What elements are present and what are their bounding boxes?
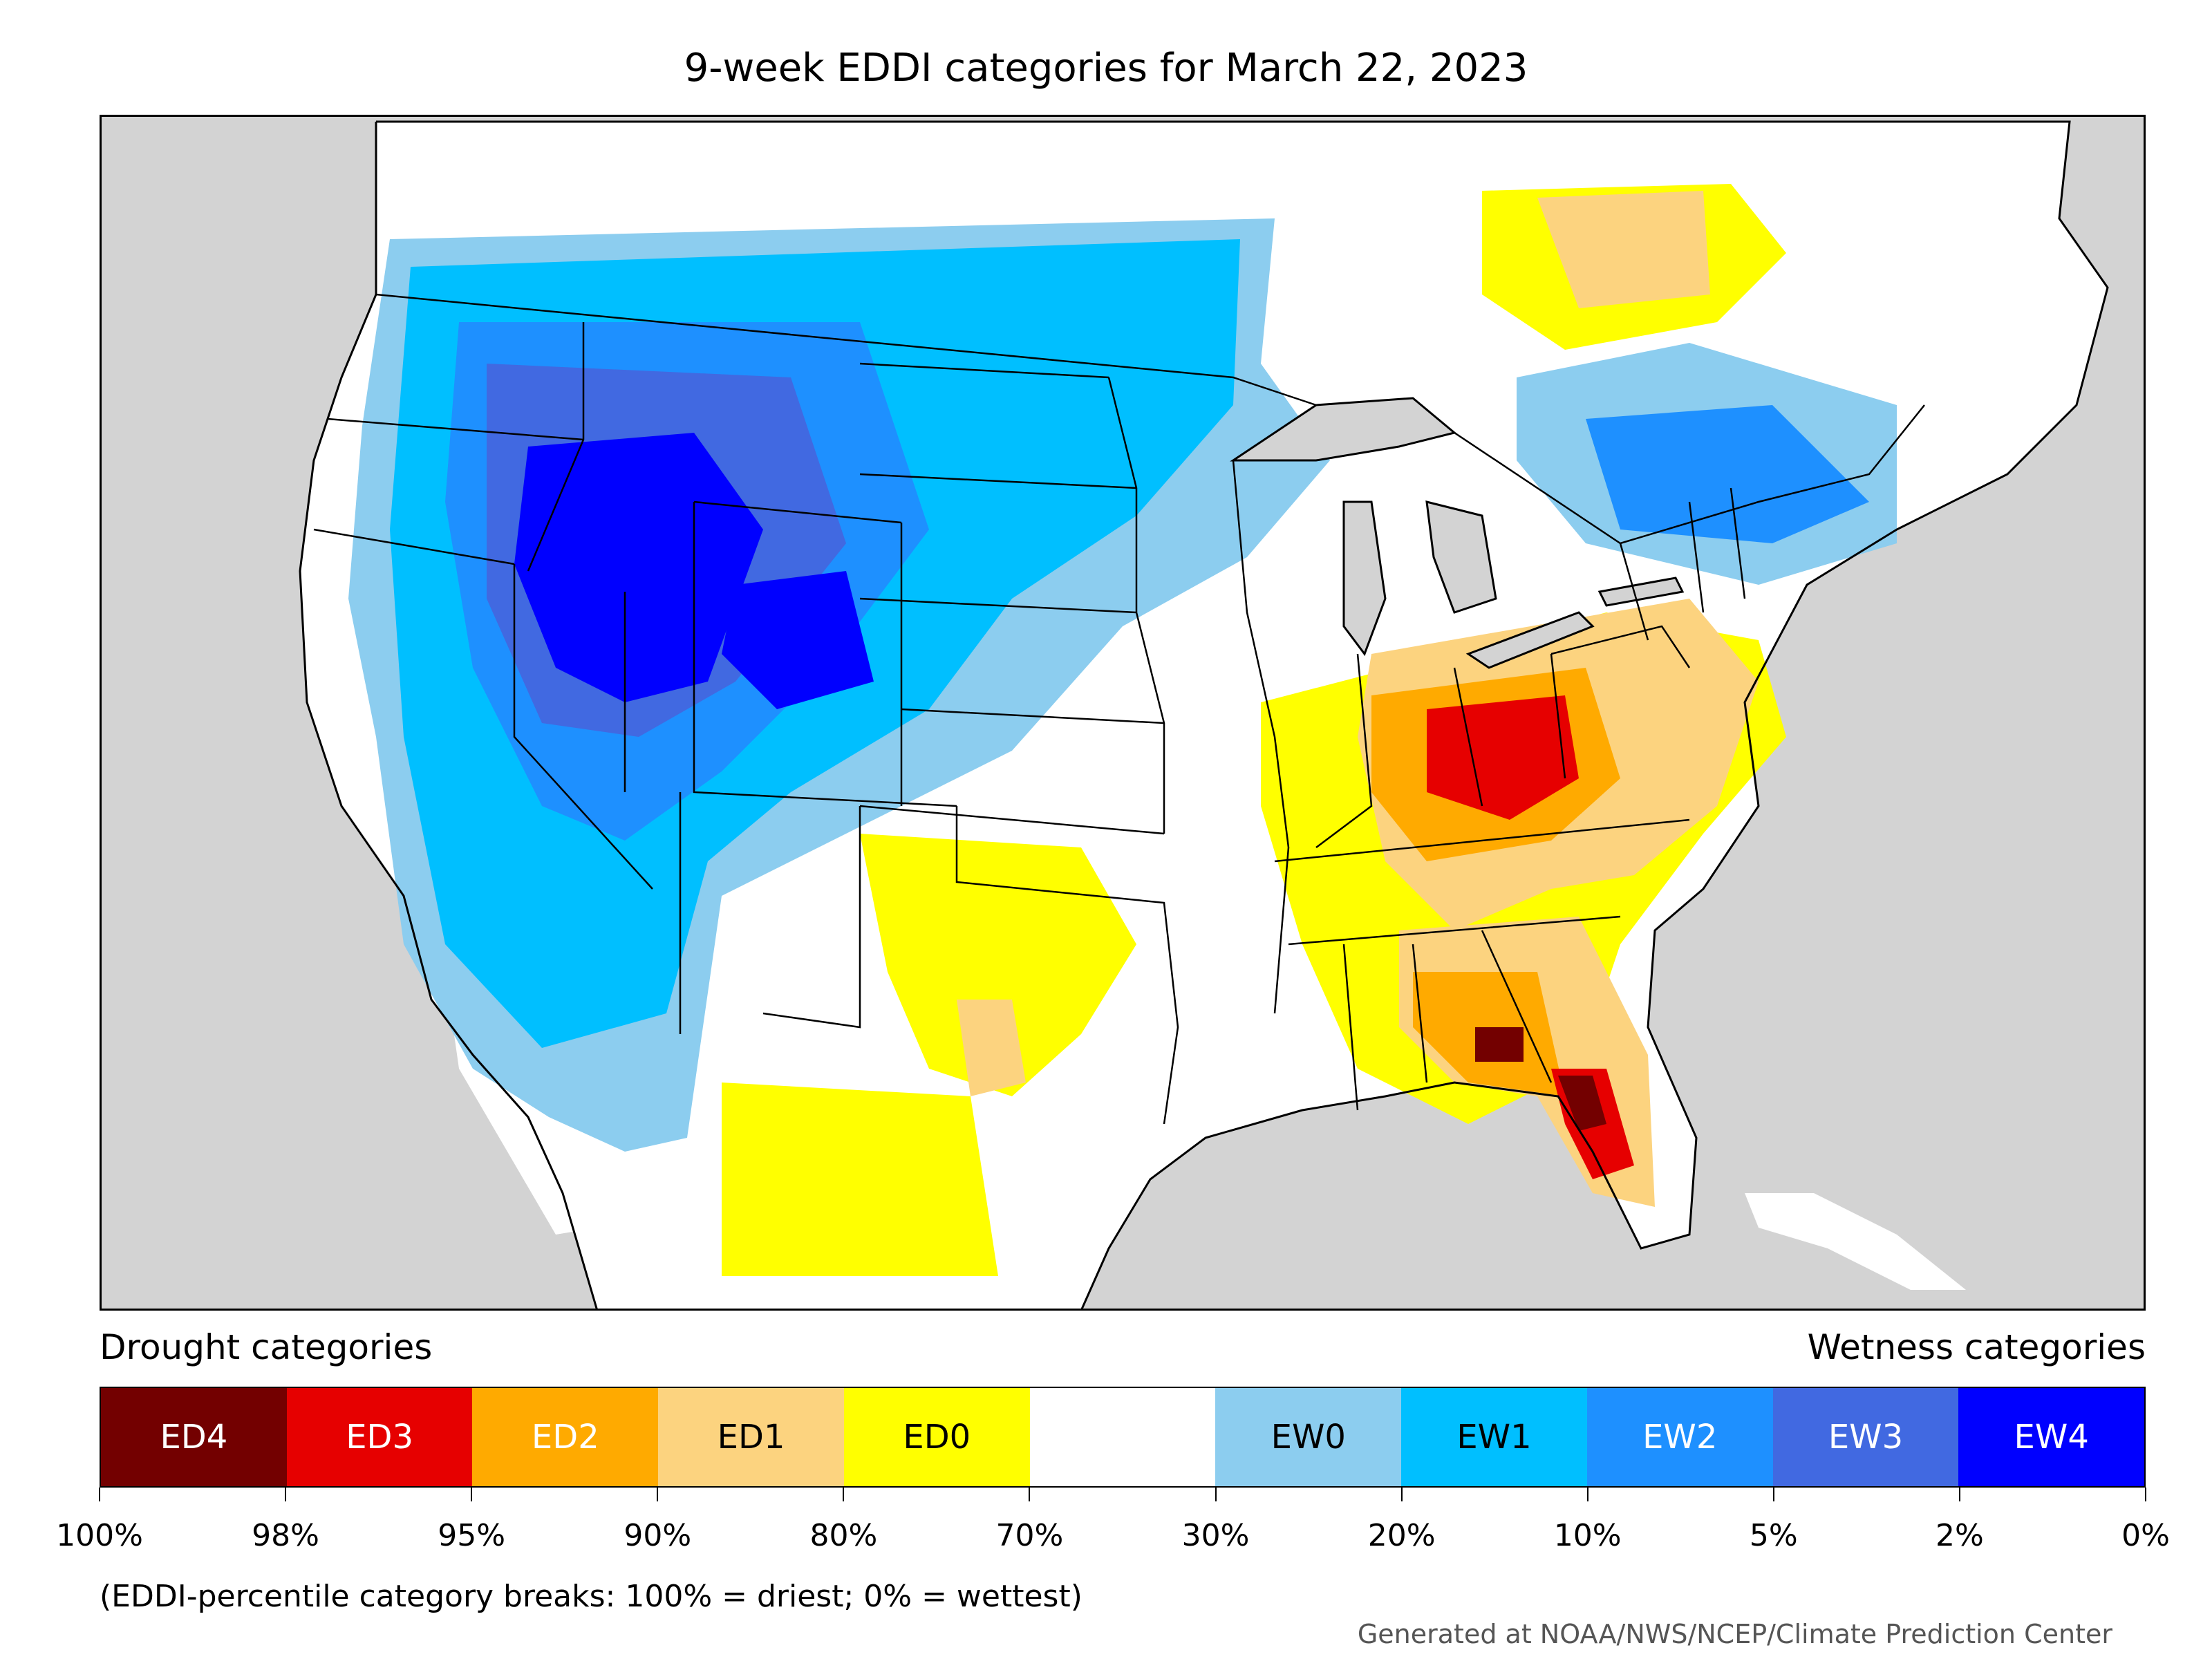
border-ohio-valley: [1315, 653, 1566, 848]
colorbar-tick: [843, 1488, 845, 1501]
drought-ed0-texas: [860, 834, 1136, 1096]
land-outline: [299, 120, 2109, 1311]
lake-ontario: [1597, 577, 1685, 607]
border-south: [1274, 818, 1690, 1111]
colorbar-tick: [1772, 1488, 1774, 1501]
borders: [313, 293, 1925, 1125]
colorbar-tick: [1586, 1488, 1588, 1501]
border-mt-wy: [693, 500, 902, 524]
colorbar-cell-normal: [1029, 1388, 1216, 1486]
colorbar-cell-ed0: ED0: [843, 1388, 1030, 1486]
wetness-ew2-quebec: [1586, 405, 1869, 543]
drought-ed3-ohio: [1427, 695, 1579, 820]
colorbar-tick-label: 0%: [2121, 1518, 2170, 1553]
colorbar-tick: [99, 1488, 100, 1501]
colorbar-tick-label: 2%: [1936, 1518, 1984, 1553]
wetness-regions: [348, 218, 1897, 1152]
colorbar-tick-label: 70%: [995, 1518, 1064, 1553]
border-texas: [955, 806, 1179, 1125]
border-midwest: [1232, 460, 1290, 1014]
drought-ed4-florida: [1558, 1076, 1606, 1131]
lake-michigan: [1342, 500, 1387, 657]
colorbar-tick-label: 80%: [809, 1518, 878, 1553]
us-canada-border: [375, 293, 1925, 545]
colorbar-cell-ew0: EW0: [1215, 1388, 1402, 1486]
colorbar-cell-ed2: ED2: [472, 1388, 659, 1486]
drought-ed0-mexico: [722, 1082, 998, 1276]
colorbar-tick: [285, 1488, 287, 1501]
map-title: 9-week EDDI categories for March 22, 202…: [684, 46, 1528, 91]
drought-ed4-georgia: [1475, 1027, 1524, 1062]
category-note: (EDDI-percentile category breaks: 100% =…: [100, 1579, 1082, 1614]
colorbar-cell-ew4: EW4: [1958, 1388, 2145, 1486]
lake-erie: [1465, 611, 1595, 669]
colorbar-tick-label: 98%: [252, 1518, 319, 1553]
colorbar-tick: [1400, 1488, 1403, 1501]
colorbar-tick: [1958, 1488, 1960, 1501]
drought-ed1-texas: [957, 1000, 1026, 1096]
drought-categories-heading: Drought categories: [100, 1327, 433, 1367]
colorbar-tick-label: 100%: [56, 1518, 143, 1553]
colorbar-cell-ed1: ED1: [658, 1388, 844, 1486]
wetness-categories-heading: Wetness categories: [1807, 1327, 2146, 1367]
colorbar-tick: [657, 1488, 659, 1501]
drought-ed1-ontario: [1537, 191, 1710, 308]
colorbar-cell-ew3: EW3: [1772, 1388, 1959, 1486]
map-frame: [100, 115, 2146, 1311]
colorbar-cell-ew2: EW2: [1586, 1388, 1773, 1486]
wetness-ew4-wyoming: [722, 571, 874, 709]
great-lakes: [1230, 397, 1685, 669]
colorbar-tick: [2145, 1488, 2146, 1501]
border-ut-co: [693, 502, 957, 807]
colorbar-cell-ed4: ED4: [101, 1388, 287, 1486]
colorbar-cell-ew1: EW1: [1401, 1388, 1587, 1486]
border-northeast: [1550, 487, 1746, 668]
colorbar-tick: [1215, 1488, 1217, 1501]
colorbar-tick-label: 5%: [1749, 1518, 1798, 1553]
cuba-land: [1745, 1193, 1966, 1290]
colorbar-tick-label: 30%: [1181, 1518, 1250, 1553]
category-colorbar: ED4 ED3 ED2 ED1 ED0 EW0 EW1 EW2 EW3 EW4: [100, 1387, 2146, 1488]
lake-huron: [1425, 500, 1497, 614]
colorbar-tick: [1029, 1488, 1031, 1501]
border-plains: [1107, 377, 1165, 834]
credit-text: Generated at NOAA/NWS/NCEP/Climate Predi…: [1357, 1619, 2112, 1649]
drought-regions: [722, 184, 1786, 1276]
colorbar-tick: [471, 1488, 473, 1501]
border-dakotas: [859, 362, 1137, 614]
border-wa-or: [327, 418, 584, 441]
colorbar-tick-label: 20%: [1367, 1518, 1436, 1553]
colorbar-cell-ed3: ED3: [286, 1388, 473, 1486]
colorbar-tick-label: 90%: [624, 1518, 692, 1553]
border-nm-tx: [762, 806, 861, 1029]
wetness-ew4-region: [514, 433, 763, 702]
border-ca-nv: [513, 564, 653, 890]
colorbar-tick-label: 10%: [1553, 1518, 1622, 1553]
border-ks-ok: [859, 708, 1165, 835]
coastlines: [299, 120, 2109, 1311]
border-or-ca: [313, 528, 515, 565]
colorbar-tick-label: 95%: [438, 1518, 506, 1553]
eddi-map: [100, 115, 2146, 1311]
border-idaho: [527, 322, 585, 572]
